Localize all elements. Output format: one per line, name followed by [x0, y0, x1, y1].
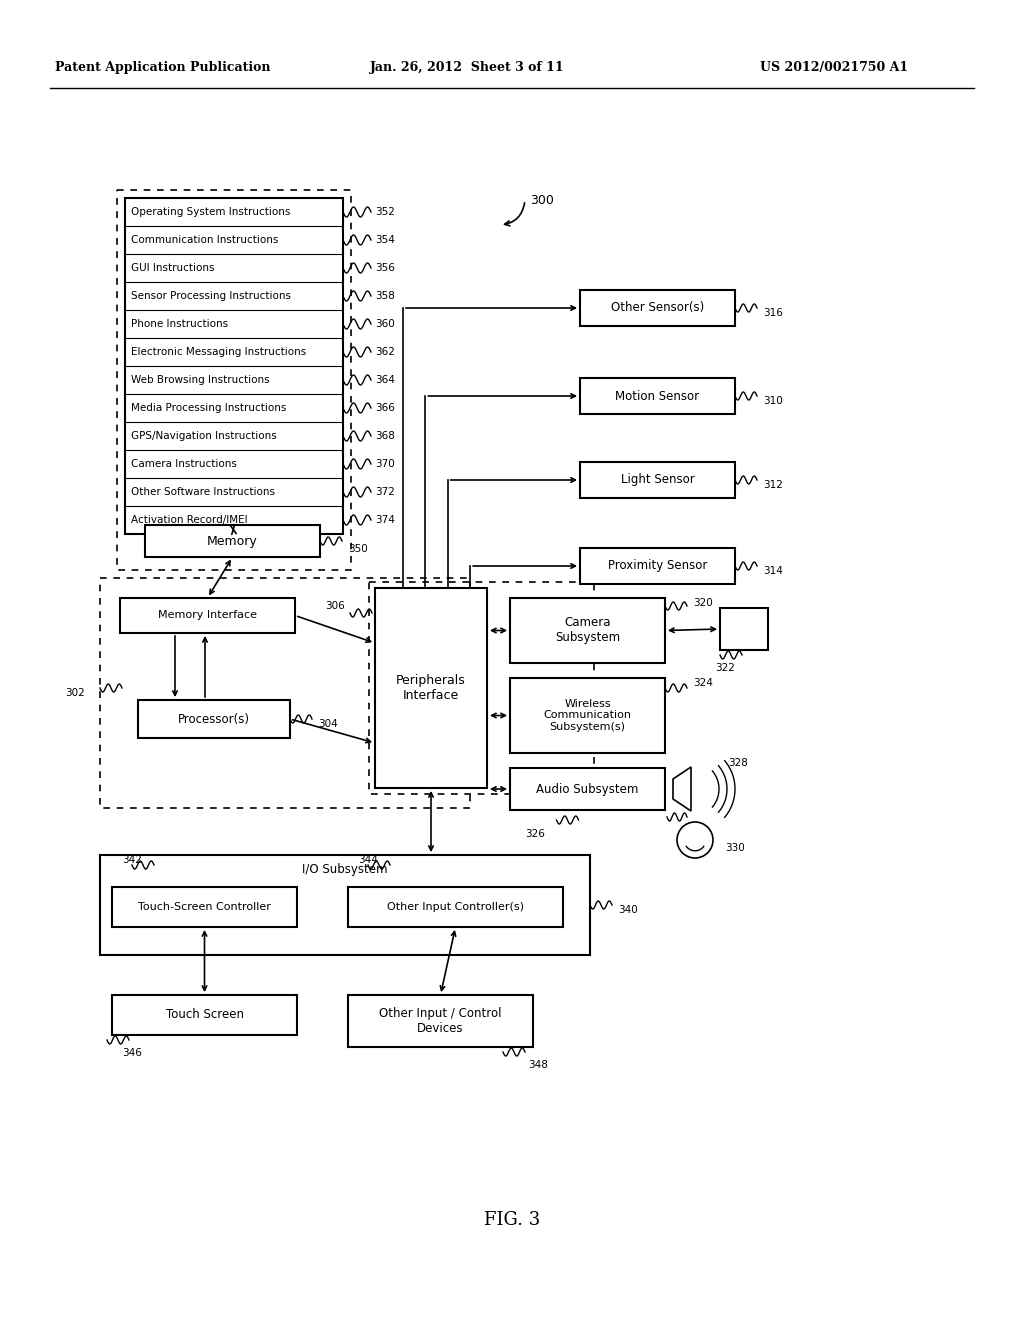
- Text: 324: 324: [693, 678, 713, 688]
- Bar: [510, 678, 665, 752]
- Text: 350: 350: [348, 544, 368, 554]
- Text: Other Input Controller(s): Other Input Controller(s): [387, 902, 524, 912]
- Text: Audio Subsystem: Audio Subsystem: [537, 783, 639, 796]
- Bar: [348, 995, 534, 1047]
- Text: Camera Instructions: Camera Instructions: [131, 459, 237, 469]
- Text: Wireless
Communication
Subsystem(s): Wireless Communication Subsystem(s): [544, 698, 632, 733]
- Text: Other Input / Control
Devices: Other Input / Control Devices: [379, 1007, 502, 1035]
- Bar: [100, 855, 590, 954]
- Text: 320: 320: [693, 598, 713, 609]
- Text: 360: 360: [375, 319, 394, 329]
- Text: GUI Instructions: GUI Instructions: [131, 263, 214, 273]
- Bar: [369, 582, 594, 795]
- Text: 306: 306: [326, 601, 345, 611]
- Bar: [112, 887, 297, 927]
- Text: 300: 300: [530, 194, 554, 206]
- Text: 364: 364: [375, 375, 395, 385]
- Text: Light Sensor: Light Sensor: [621, 474, 694, 487]
- Bar: [348, 887, 563, 927]
- Text: Media Processing Instructions: Media Processing Instructions: [131, 403, 287, 413]
- Text: 340: 340: [618, 906, 638, 915]
- Text: Proximity Sensor: Proximity Sensor: [608, 560, 708, 573]
- Bar: [720, 609, 768, 649]
- Text: Jan. 26, 2012  Sheet 3 of 11: Jan. 26, 2012 Sheet 3 of 11: [370, 62, 564, 74]
- Text: 346: 346: [122, 1048, 142, 1059]
- Bar: [138, 700, 290, 738]
- Text: Touch Screen: Touch Screen: [166, 1008, 244, 1022]
- Text: I/O Subsystem: I/O Subsystem: [302, 862, 388, 875]
- Bar: [117, 190, 351, 570]
- Text: 310: 310: [763, 396, 782, 407]
- Text: 342: 342: [122, 855, 142, 865]
- Bar: [100, 578, 470, 808]
- Bar: [120, 598, 295, 634]
- Text: 354: 354: [375, 235, 395, 246]
- Text: 328: 328: [728, 758, 748, 768]
- Bar: [580, 290, 735, 326]
- Text: 312: 312: [763, 480, 783, 490]
- Bar: [580, 548, 735, 583]
- Bar: [145, 525, 319, 557]
- Text: Processor(s): Processor(s): [178, 713, 250, 726]
- Text: 322: 322: [715, 663, 735, 673]
- Text: Touch-Screen Controller: Touch-Screen Controller: [138, 902, 271, 912]
- Text: Other Software Instructions: Other Software Instructions: [131, 487, 275, 498]
- Polygon shape: [673, 767, 691, 810]
- Text: Communication Instructions: Communication Instructions: [131, 235, 279, 246]
- Text: Peripherals
Interface: Peripherals Interface: [396, 675, 466, 702]
- Bar: [375, 587, 487, 788]
- Bar: [580, 462, 735, 498]
- Text: 370: 370: [375, 459, 394, 469]
- Text: Camera
Subsystem: Camera Subsystem: [555, 616, 621, 644]
- Text: Motion Sensor: Motion Sensor: [615, 389, 699, 403]
- Text: FIG. 3: FIG. 3: [484, 1210, 540, 1229]
- Text: Patent Application Publication: Patent Application Publication: [55, 62, 270, 74]
- Text: Web Browsing Instructions: Web Browsing Instructions: [131, 375, 269, 385]
- Bar: [125, 198, 343, 535]
- Text: Electronic Messaging Instructions: Electronic Messaging Instructions: [131, 347, 306, 356]
- Text: 326: 326: [525, 829, 545, 840]
- Text: 366: 366: [375, 403, 395, 413]
- Text: 330: 330: [725, 843, 744, 853]
- Text: 302: 302: [65, 688, 85, 698]
- Text: 316: 316: [763, 308, 783, 318]
- Text: 344: 344: [358, 855, 378, 865]
- Text: Sensor Processing Instructions: Sensor Processing Instructions: [131, 290, 291, 301]
- Text: Operating System Instructions: Operating System Instructions: [131, 207, 291, 216]
- Bar: [510, 598, 665, 663]
- Text: Phone Instructions: Phone Instructions: [131, 319, 228, 329]
- Text: Memory: Memory: [207, 535, 258, 548]
- Text: Other Sensor(s): Other Sensor(s): [611, 301, 705, 314]
- Text: 314: 314: [763, 566, 783, 576]
- Circle shape: [677, 822, 713, 858]
- Text: 358: 358: [375, 290, 395, 301]
- Text: GPS/Navigation Instructions: GPS/Navigation Instructions: [131, 432, 276, 441]
- Text: 352: 352: [375, 207, 395, 216]
- Text: 368: 368: [375, 432, 395, 441]
- Text: Activation Record/IMEI: Activation Record/IMEI: [131, 515, 248, 525]
- Text: 304: 304: [318, 719, 338, 729]
- Text: 348: 348: [528, 1060, 548, 1071]
- Text: Memory Interface: Memory Interface: [158, 610, 257, 620]
- Text: 374: 374: [375, 515, 395, 525]
- Bar: [580, 378, 735, 414]
- Bar: [510, 768, 665, 810]
- Text: 362: 362: [375, 347, 395, 356]
- Text: 372: 372: [375, 487, 395, 498]
- Text: 356: 356: [375, 263, 395, 273]
- Text: US 2012/0021750 A1: US 2012/0021750 A1: [760, 62, 908, 74]
- Bar: [112, 995, 297, 1035]
